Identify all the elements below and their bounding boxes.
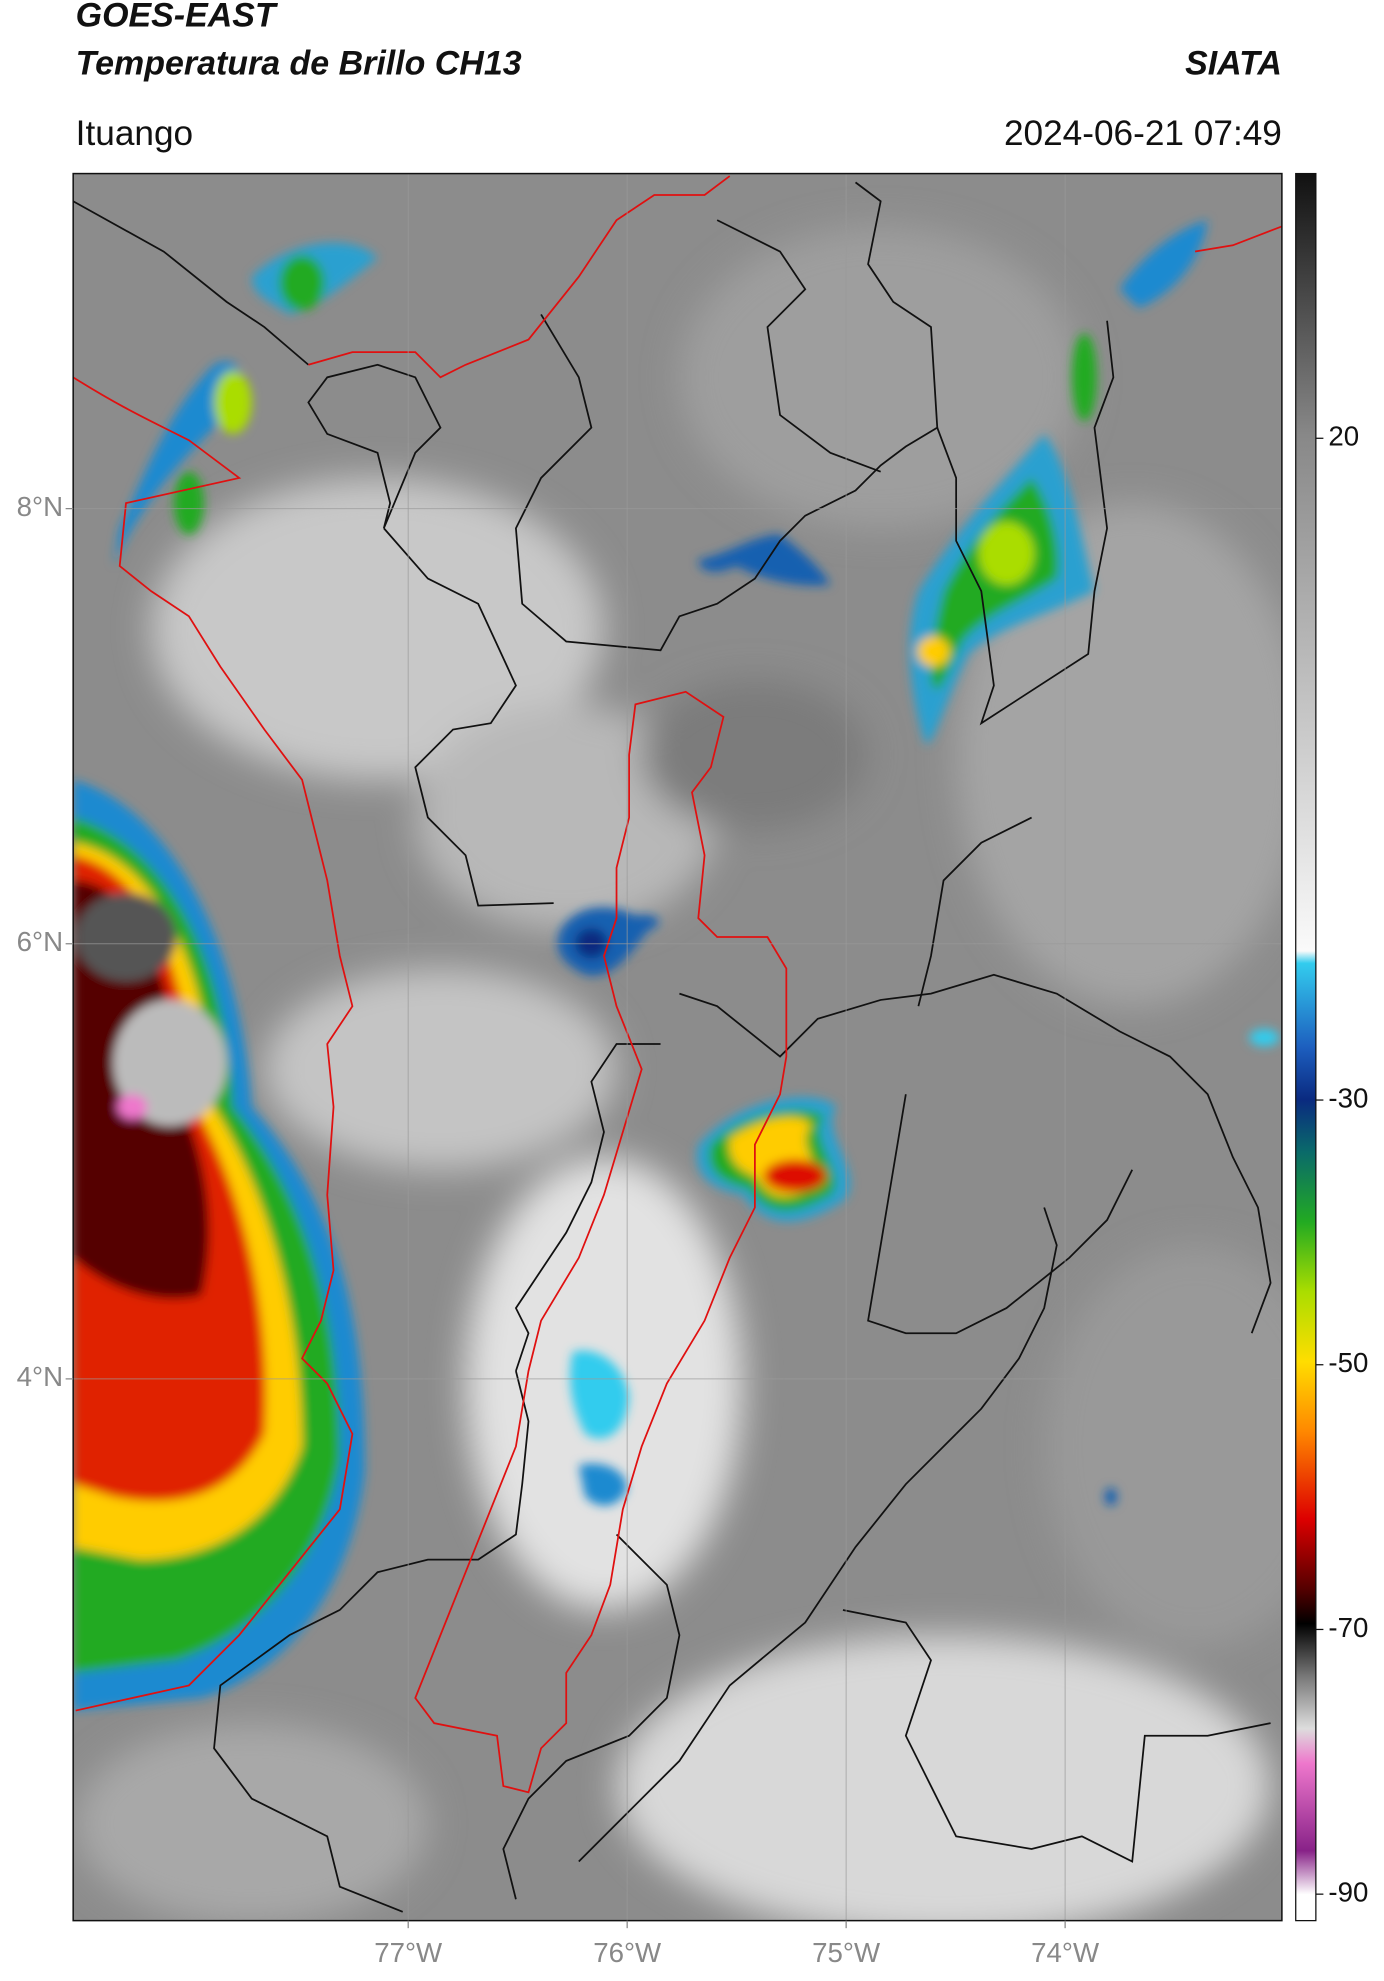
- lon-tick-label: 74°W: [1031, 1937, 1100, 1968]
- colorbar-tick-label: -70: [1328, 1612, 1368, 1643]
- subtitle: Temperatura de Brillo CH13: [76, 44, 522, 82]
- lon-tick-label: 76°W: [593, 1937, 662, 1968]
- title: GOES-EAST: [76, 0, 279, 35]
- colorbar-tick-label: -90: [1328, 1876, 1368, 1907]
- graticule: [73, 173, 1282, 1921]
- lat-tick-label: 6°N: [17, 926, 63, 957]
- colorbar-tick-label: -30: [1328, 1082, 1368, 1113]
- brand: SIATA: [1185, 44, 1282, 82]
- colorbar-tick-label: -50: [1328, 1347, 1368, 1378]
- lat-tick-label: 4°N: [17, 1361, 63, 1392]
- satellite-image: [73, 173, 1282, 1921]
- map-frame: [72, 172, 1283, 1922]
- colorbar-tick-label: 20: [1328, 421, 1359, 452]
- datetime: 2024-06-21 07:49: [1004, 114, 1282, 153]
- lon-tick-label: 77°W: [374, 1937, 443, 1968]
- borders: [73, 181, 1272, 1913]
- region-outline: [73, 175, 1282, 1794]
- lon-tick-label: 75°W: [812, 1937, 881, 1968]
- colorbar: [1295, 172, 1317, 1922]
- lat-tick-label: 8°N: [17, 491, 63, 522]
- location: Ituango: [76, 114, 193, 153]
